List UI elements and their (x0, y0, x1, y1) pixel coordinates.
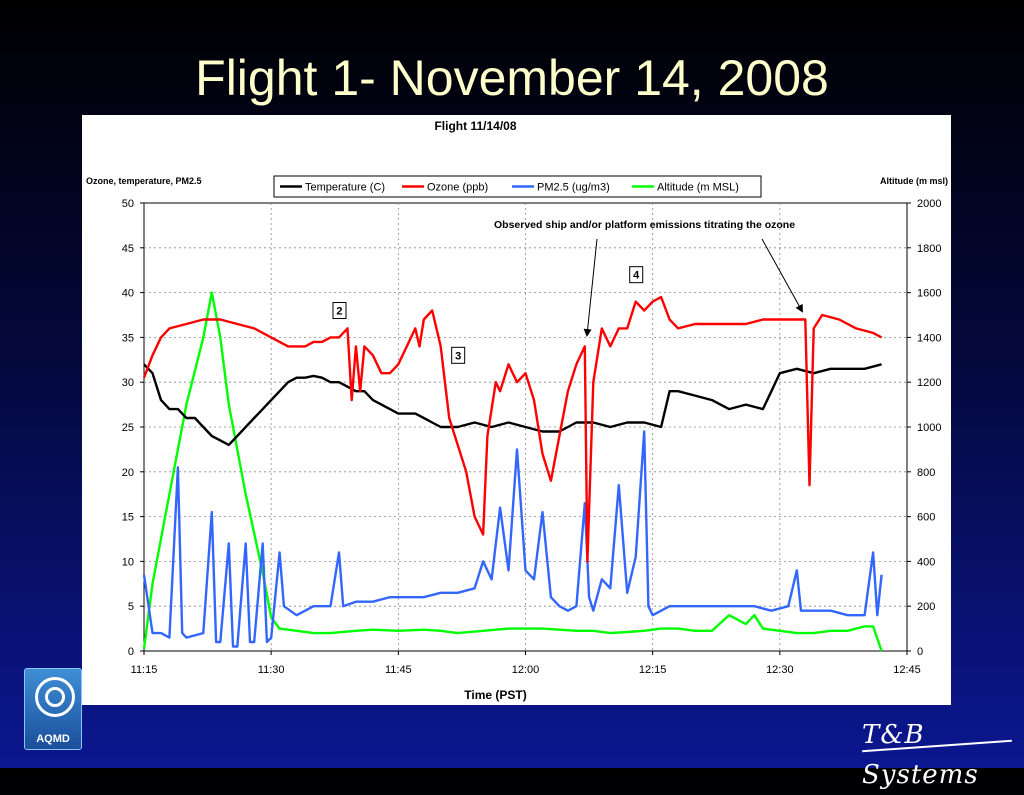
legend-label: Ozone (ppb) (427, 182, 488, 194)
y-right-tick-label: 0 (917, 646, 923, 658)
chart-panel: 0 5 10 15 20 25 30 35 40 45 50 0 200 400 600 800 1000 120… (82, 115, 951, 705)
series-line-pm25 (142, 430, 883, 648)
annotation-arrow-left (583, 238, 598, 337)
y-right-tick-label: 1200 (917, 377, 941, 389)
y-right-tick-label: 1000 (917, 422, 941, 434)
y-left-tick-label: 40 (122, 288, 134, 300)
x-tick-label: 12:00 (512, 664, 540, 676)
y-left-tick-label: 0 (128, 646, 134, 658)
x-tick-label: 12:45 (893, 664, 921, 676)
annotation-text: Observed ship and/or platform emissions … (494, 219, 795, 231)
aqmd-logo-ring-icon (35, 677, 75, 717)
y-left-tick-label: 10 (122, 556, 134, 568)
y-right-axis-label: Altitude (m msl) (880, 176, 948, 186)
y-left-axis-label: Ozone, temperature, PM2.5 (86, 176, 202, 186)
legend-label: PM2.5 (ug/m3) (537, 182, 610, 194)
y-right-tick-label: 1600 (917, 288, 941, 300)
x-tick-label: 11:30 (258, 664, 285, 676)
slide-title: Flight 1- November 14, 2008 (195, 50, 829, 106)
marker-label: 2 (336, 306, 342, 318)
legend-label: Temperature (C) (305, 182, 385, 194)
y-right-tick-label: 1400 (917, 332, 941, 344)
tb-systems-logo: T&B Systems (862, 715, 1022, 790)
series-line-altitude (142, 291, 883, 652)
chart-title: Flight 11/14/08 (434, 119, 516, 133)
y-right-tick-label: 600 (917, 512, 935, 524)
y-right-tick-label: 1800 (917, 243, 941, 255)
y-left-tick-label: 50 (122, 198, 134, 210)
tb-systems-logo-text: T&B Systems (862, 720, 979, 790)
y-left-tick-label: 5 (128, 601, 134, 613)
marker-box (629, 266, 644, 284)
legend-label: Altitude (m MSL) (657, 182, 739, 194)
marker-label: 4 (633, 270, 640, 282)
y-right-tick-label: 200 (917, 601, 935, 613)
flight-chart: 0 5 10 15 20 25 30 35 40 45 50 0 200 400 600 800 1000 120… (86, 119, 948, 702)
aqmd-logo-inner-icon (45, 687, 65, 707)
x-axis-label: Time (PST) (464, 688, 526, 702)
series-line-temperature (143, 363, 882, 447)
x-tick-label: 12:15 (639, 664, 667, 676)
y-left-tick-label: 15 (122, 512, 134, 524)
x-tick-label: 11:45 (385, 664, 412, 676)
y-right-tick-label: 2000 (917, 198, 941, 210)
y-left-tick-label: 20 (122, 467, 134, 479)
x-tick-label: 12:30 (766, 664, 794, 676)
aqmd-logo: AQMD (24, 668, 82, 750)
y-left-tick-label: 30 (122, 377, 134, 389)
marker-box (332, 302, 347, 320)
marker-box (451, 346, 466, 364)
annotation-arrow-right (761, 238, 803, 313)
x-tick-label: 11:15 (131, 664, 158, 676)
y-right-tick-label: 400 (917, 556, 935, 568)
series-line-ozone (142, 295, 883, 563)
y-left-tick-label: 45 (122, 243, 134, 255)
y-right-tick-label: 800 (917, 467, 935, 479)
y-left-tick-label: 35 (122, 332, 134, 344)
aqmd-logo-label: AQMD (36, 733, 70, 745)
marker-label: 3 (455, 350, 461, 362)
y-left-tick-label: 25 (122, 422, 134, 434)
